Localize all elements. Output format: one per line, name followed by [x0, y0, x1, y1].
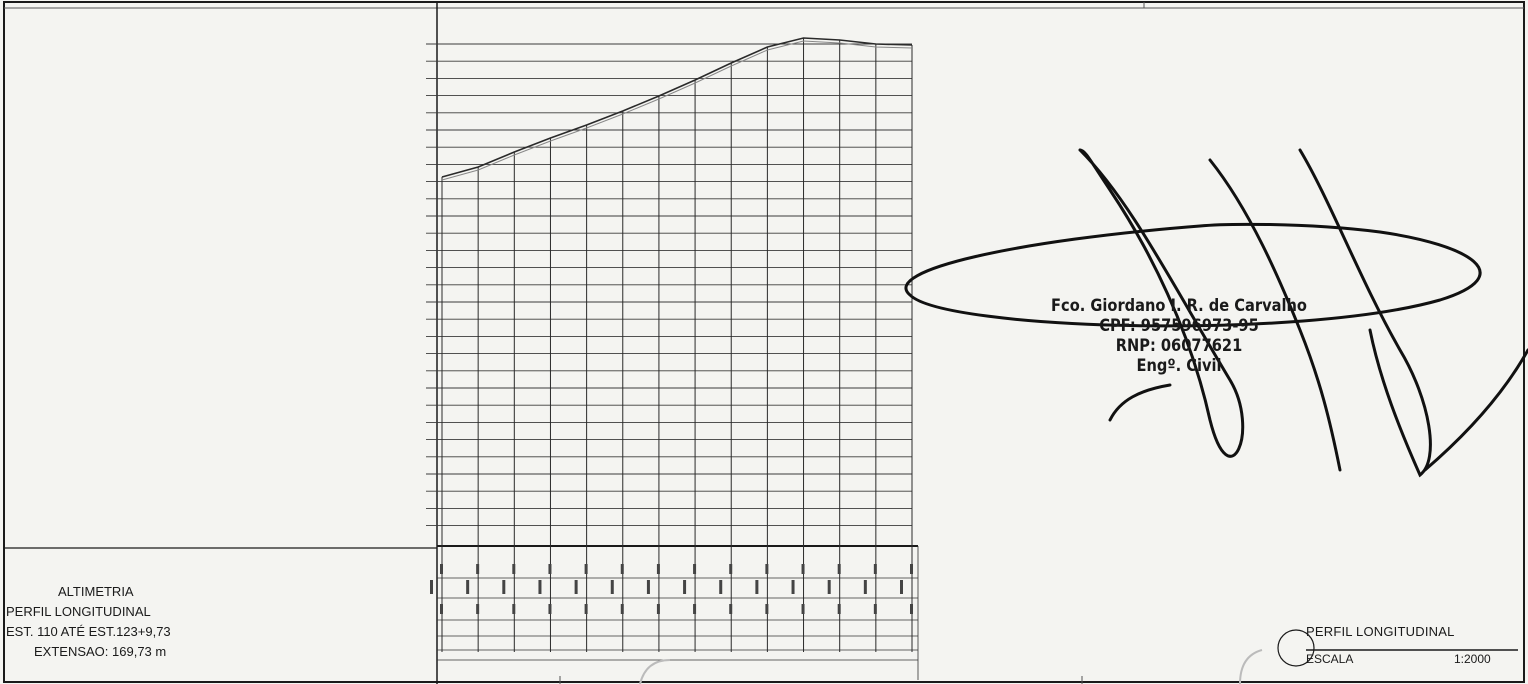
- strip-mark: [440, 604, 443, 614]
- strip-mark: [538, 580, 542, 594]
- strip-mark: [693, 604, 697, 614]
- title-perfil: PERFIL LONGITUDINAL: [6, 604, 151, 619]
- strip-mark: [512, 604, 516, 614]
- strip-mark: [466, 580, 470, 594]
- strip-mark: [656, 604, 660, 614]
- stamp-title: PERFIL LONGITUDINAL: [1306, 624, 1455, 639]
- strip-mark: [476, 564, 480, 574]
- strip-mark: [765, 604, 769, 614]
- signer-stamp: Fco. Giordano I. R. de Carvalho CPF: 957…: [1050, 296, 1308, 376]
- strip-mark: [476, 604, 480, 614]
- strip-mark: [584, 604, 588, 614]
- drawing-stamp: PERFIL LONGITUDINAL ESCALA 1:2000: [1298, 624, 1518, 668]
- design-grade-line: [441, 40, 913, 181]
- title-extension: EXTENSAO: 169,73 m: [34, 644, 167, 659]
- strip-mark: [646, 580, 650, 594]
- station-columns: [441, 38, 913, 652]
- strip-mark: [610, 580, 614, 594]
- strip-mark: [584, 564, 588, 574]
- strip-mark: [837, 604, 841, 614]
- profile-grid: [426, 43, 912, 527]
- strip-mark: [827, 580, 831, 594]
- strip-mark: [729, 564, 733, 574]
- stamp-scale-label: ESCALA: [1306, 652, 1354, 666]
- strip-mark: [430, 580, 433, 594]
- data-strip-marks: [430, 564, 913, 614]
- title-block: ALTIMETRIA PERFIL LONGITUDINAL EST. 110 …: [4, 582, 304, 662]
- strip-mark: [512, 564, 516, 574]
- title-altimetria: ALTIMETRIA: [58, 584, 134, 599]
- strip-mark: [620, 564, 624, 574]
- strip-mark: [548, 564, 552, 574]
- title-stations: EST. 110 ATÉ EST.123+9,73: [6, 624, 171, 639]
- strip-mark: [729, 604, 733, 614]
- signer-cpf: CPF: 957596973-95: [1099, 316, 1259, 336]
- strip-mark: [620, 604, 624, 614]
- strip-mark: [755, 580, 759, 594]
- strip-mark: [719, 580, 723, 594]
- strip-mark: [656, 564, 660, 574]
- signer-rnp: RNP: 06077621: [1115, 336, 1243, 356]
- strip-mark: [910, 564, 913, 574]
- signer-role: Engº. Civil: [1136, 356, 1222, 376]
- signer-name: Fco. Giordano I. R. de Carvalho: [1051, 296, 1307, 316]
- strip-mark: [863, 580, 867, 594]
- stamp-scale-value: 1:2000: [1454, 652, 1491, 666]
- strip-mark: [837, 564, 841, 574]
- strip-mark: [873, 604, 877, 614]
- strip-mark: [502, 580, 506, 594]
- strip-mark: [801, 604, 805, 614]
- strip-mark: [801, 564, 805, 574]
- strip-mark: [574, 580, 578, 594]
- strip-mark: [693, 564, 697, 574]
- strip-mark: [873, 564, 877, 574]
- handwritten-signature: [904, 148, 1528, 478]
- sheet-frame: [3, 1, 1525, 683]
- strip-mark: [791, 580, 795, 594]
- strip-mark: [910, 604, 913, 614]
- strip-mark: [548, 604, 552, 614]
- strip-mark: [440, 564, 443, 574]
- strip-mark: [900, 580, 903, 594]
- strip-mark: [683, 580, 687, 594]
- terrain-profile-line: [441, 37, 913, 178]
- strip-mark: [765, 564, 769, 574]
- stamp-circle: [1277, 629, 1315, 667]
